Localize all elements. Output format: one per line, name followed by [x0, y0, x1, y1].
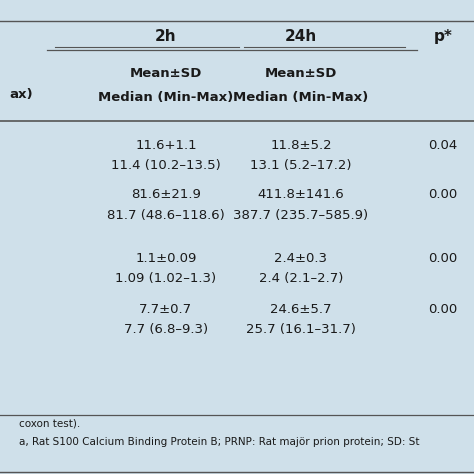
Text: 81.6±21.9: 81.6±21.9: [131, 188, 201, 201]
Text: Median (Min-Max): Median (Min-Max): [98, 91, 234, 104]
Text: 0.00: 0.00: [428, 302, 458, 316]
Text: 0.00: 0.00: [428, 252, 458, 265]
Text: 7.7 (6.8–9.3): 7.7 (6.8–9.3): [124, 323, 208, 336]
Text: 81.7 (48.6–118.6): 81.7 (48.6–118.6): [107, 209, 225, 222]
Text: 1.1±0.09: 1.1±0.09: [135, 252, 197, 265]
Text: 13.1 (5.2–17.2): 13.1 (5.2–17.2): [250, 159, 352, 172]
Text: 11.6+1.1: 11.6+1.1: [135, 139, 197, 152]
Text: 411.8±141.6: 411.8±141.6: [257, 188, 345, 201]
Text: 387.7 (235.7–585.9): 387.7 (235.7–585.9): [233, 209, 369, 222]
Text: 0.04: 0.04: [428, 139, 458, 152]
Text: 2h: 2h: [155, 29, 177, 44]
Text: coxon test).: coxon test).: [19, 418, 80, 428]
Text: 7.7±0.7: 7.7±0.7: [139, 302, 192, 316]
Text: 25.7 (16.1–31.7): 25.7 (16.1–31.7): [246, 323, 356, 336]
Text: 24h: 24h: [285, 29, 317, 44]
Text: Mean±SD: Mean±SD: [130, 67, 202, 80]
Text: 2.4 (2.1–2.7): 2.4 (2.1–2.7): [259, 272, 343, 285]
Text: 2.4±0.3: 2.4±0.3: [274, 252, 328, 265]
Text: 24.6±5.7: 24.6±5.7: [270, 302, 332, 316]
Text: 0.00: 0.00: [428, 188, 458, 201]
Text: Median (Min-Max): Median (Min-Max): [233, 91, 369, 104]
Text: 1.09 (1.02–1.3): 1.09 (1.02–1.3): [115, 272, 217, 285]
Text: p*: p*: [434, 29, 453, 44]
Text: 11.4 (10.2–13.5): 11.4 (10.2–13.5): [111, 159, 221, 172]
Text: 11.8±5.2: 11.8±5.2: [270, 139, 332, 152]
Text: ax): ax): [9, 88, 33, 101]
Text: Mean±SD: Mean±SD: [265, 67, 337, 80]
Text: a, Rat S100 Calcium Binding Protein B; PRNP: Rat majör prion protein; SD: St: a, Rat S100 Calcium Binding Protein B; P…: [19, 437, 419, 447]
